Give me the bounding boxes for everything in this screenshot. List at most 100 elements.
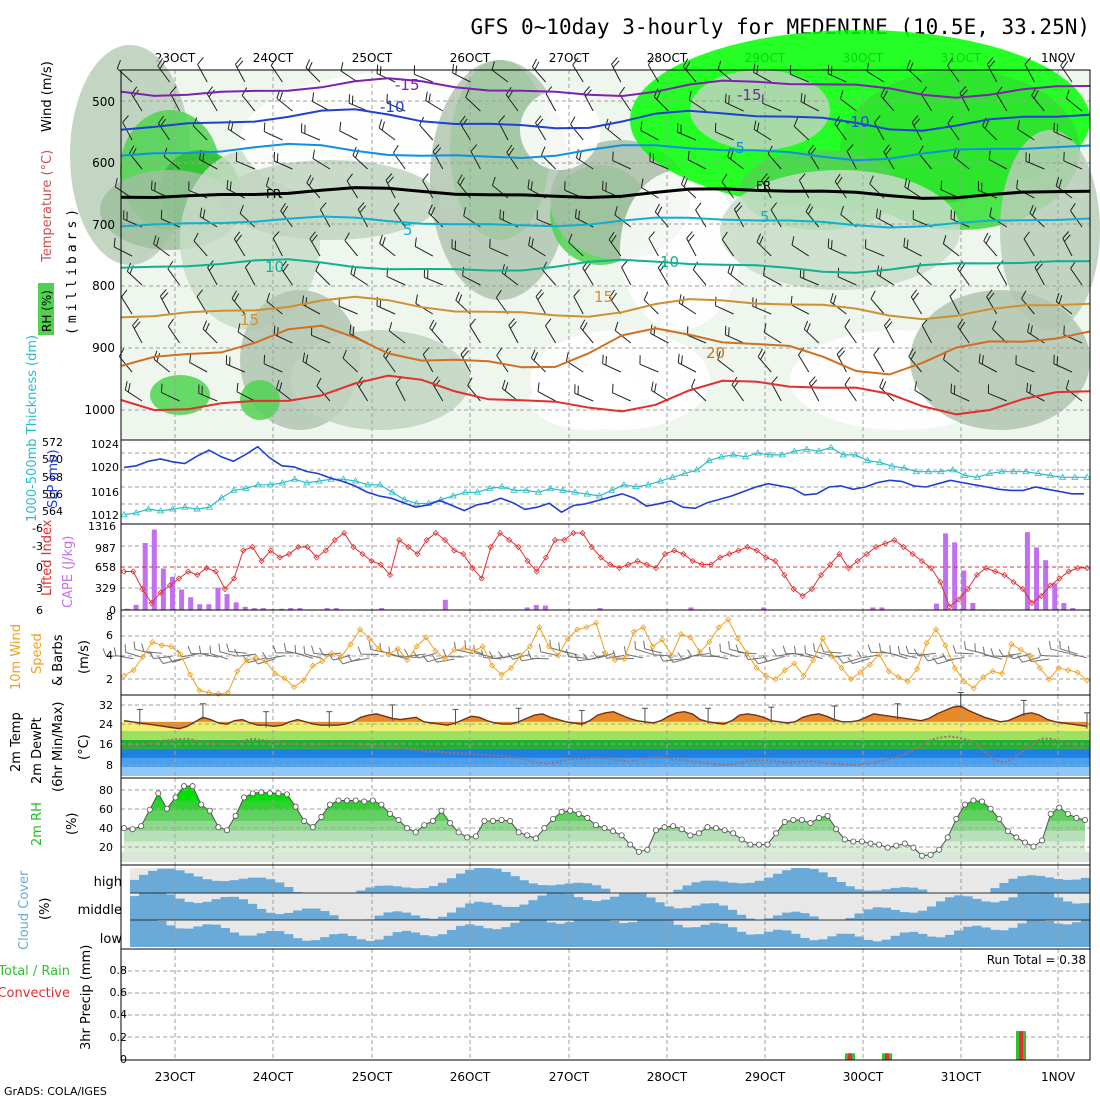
wind-barb-flag	[414, 237, 417, 247]
pressure-tick: 600	[92, 156, 115, 170]
rh-marker	[901, 840, 908, 847]
wind-barb-flag	[536, 118, 544, 127]
slp-tick: 1024	[91, 438, 119, 451]
wind-barb-flag	[657, 206, 663, 215]
cape-bar	[251, 608, 257, 610]
lifted-index-marker	[304, 543, 311, 551]
thickness-marker	[888, 462, 896, 469]
thickness-marker	[156, 507, 165, 514]
rh-marker	[867, 840, 874, 847]
cloud-bar	[1017, 876, 1027, 893]
cloud-bar	[247, 935, 258, 947]
rh-marker	[695, 830, 702, 837]
lifted-index-marker	[405, 543, 412, 551]
wind-barb-flag	[1017, 655, 1023, 663]
thickness-marker	[717, 453, 726, 460]
wind-barb-flag	[153, 350, 158, 360]
thickness-marker	[242, 484, 250, 491]
wind-barb-flag	[403, 648, 409, 657]
wind-barb-flag	[583, 86, 591, 94]
wind-barb	[388, 330, 406, 344]
thickness-marker	[1071, 473, 1079, 480]
cloud-bar	[1008, 927, 1018, 947]
wind-barb-flag	[199, 207, 203, 217]
wind-barb-flag	[534, 61, 540, 70]
wind-speed-marker	[234, 668, 241, 675]
wind-speed-line	[123, 618, 1088, 695]
wind-barb-flag	[368, 641, 372, 650]
wind-barb-flag	[677, 353, 680, 363]
thickness-marker	[266, 481, 274, 488]
wind-barb-flag	[570, 116, 576, 125]
wind-speed-marker	[508, 664, 515, 671]
lifted-index-marker	[359, 550, 366, 558]
millibars-axis-label: (millibars)	[65, 205, 80, 335]
cloud-bar	[600, 920, 611, 947]
precip-bars	[845, 1031, 1026, 1060]
thickness-marker	[144, 505, 153, 512]
wind-barb-flag	[565, 352, 569, 362]
wind-barb-flag	[961, 89, 968, 97]
rh-blob	[720, 170, 960, 290]
cloud-bar	[709, 880, 719, 893]
wind-barb-flag	[167, 260, 174, 270]
wind-barb-flag	[342, 349, 347, 359]
rh-marker	[1039, 837, 1046, 844]
wind-barb	[422, 354, 434, 373]
wind-barb-flag	[640, 178, 644, 188]
temp-axis-label-c: (6hr Min/Max)	[51, 702, 66, 792]
wind-barb	[717, 359, 734, 373]
cloud-bar	[754, 880, 765, 893]
wind-axis-label-b: Speed	[30, 633, 45, 674]
wind-barb-flag	[885, 321, 893, 329]
thickness-marker	[656, 477, 665, 484]
wind-barb-flag	[879, 378, 884, 388]
wind-barb-flag	[280, 260, 287, 269]
thickness-marker	[912, 467, 921, 475]
wind-barb-flag	[388, 322, 393, 332]
wind-barb-flag	[309, 231, 316, 240]
wind-barb	[1069, 653, 1088, 659]
cloud-bar	[437, 916, 448, 920]
cloud-bar	[600, 888, 611, 893]
wind-barb-flag	[798, 173, 806, 181]
wind-barb-flag	[955, 150, 960, 159]
wind-speed-marker	[177, 651, 184, 658]
wind-barb-flag	[724, 93, 727, 103]
rh-marker	[738, 836, 745, 843]
thickness-tick: 572	[42, 436, 63, 449]
wind-barb-flag	[619, 86, 626, 95]
wind-barb	[612, 392, 632, 402]
wind-barb-flag	[623, 646, 627, 655]
wind-barb-flag	[508, 318, 516, 326]
wind-barb-flag	[1017, 120, 1020, 130]
wind-barb-flag	[504, 382, 509, 391]
rh-marker	[163, 805, 170, 812]
thickness-marker	[400, 495, 409, 503]
wind-speed-marker	[215, 690, 222, 697]
cloud-bar	[238, 899, 249, 920]
rh-marker	[841, 836, 848, 843]
cape-bar	[197, 604, 203, 610]
wind-barb	[200, 653, 219, 658]
wind-barb-flag	[879, 210, 882, 220]
cloud-bar	[256, 877, 267, 893]
wind-barb-flag	[1059, 640, 1061, 649]
cloud-bar	[791, 911, 801, 920]
cloud-bar	[926, 906, 937, 920]
precip-convective-bar	[1019, 1031, 1023, 1060]
cloud-bar	[682, 927, 692, 947]
wind-barb	[304, 653, 323, 659]
footer-credit: GrADS: COLA/IGES	[4, 1085, 107, 1098]
cloud-bar	[383, 885, 393, 893]
wind-barb-flag	[279, 91, 283, 101]
lifted-index-marker	[928, 564, 935, 572]
wind-barb	[914, 389, 932, 402]
wind-barb-flag	[982, 117, 987, 127]
wind-barb-flag	[807, 206, 814, 215]
wind-speed-marker	[451, 646, 458, 653]
wind-barb	[852, 657, 870, 665]
wind-barb-flag	[695, 202, 702, 211]
wind-barb-flag	[947, 57, 953, 67]
